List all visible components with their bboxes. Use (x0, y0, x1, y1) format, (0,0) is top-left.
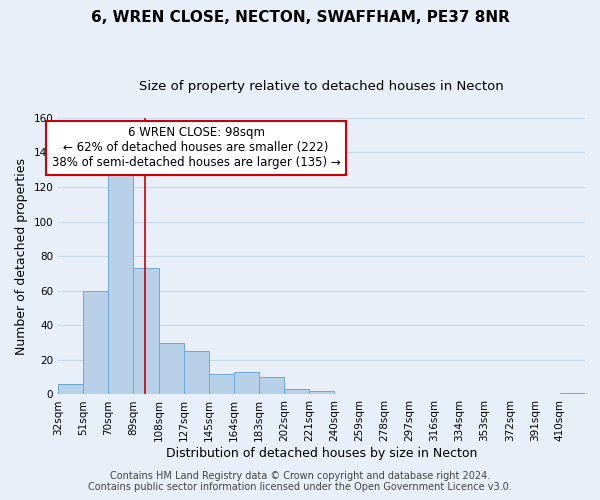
Bar (209, 374, 234, 394)
Bar (560, 392, 585, 394)
Bar (284, 390, 309, 394)
Bar (234, 372, 259, 394)
Bar (259, 377, 284, 394)
Bar (83, 290, 109, 395)
Text: 6 WREN CLOSE: 98sqm
← 62% of detached houses are smaller (222)
38% of semi-detac: 6 WREN CLOSE: 98sqm ← 62% of detached ho… (52, 126, 341, 170)
Bar (309, 391, 334, 394)
Bar (109, 172, 133, 394)
Text: 6, WREN CLOSE, NECTON, SWAFFHAM, PE37 8NR: 6, WREN CLOSE, NECTON, SWAFFHAM, PE37 8N… (91, 10, 509, 25)
Title: Size of property relative to detached houses in Necton: Size of property relative to detached ho… (139, 80, 504, 93)
Text: Contains HM Land Registry data © Crown copyright and database right 2024.
Contai: Contains HM Land Registry data © Crown c… (88, 471, 512, 492)
X-axis label: Distribution of detached houses by size in Necton: Distribution of detached houses by size … (166, 447, 477, 460)
Bar (133, 268, 158, 394)
Y-axis label: Number of detached properties: Number of detached properties (15, 158, 28, 354)
Bar (184, 351, 209, 395)
Bar (58, 384, 83, 394)
Bar (158, 342, 184, 394)
